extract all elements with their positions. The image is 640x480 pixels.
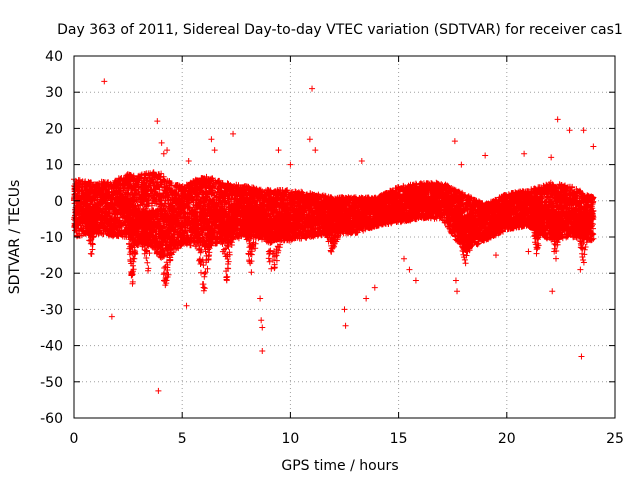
- axis-ticks: [73, 55, 616, 419]
- outlier-point: [458, 161, 465, 168]
- y-tick-label: -20: [40, 266, 63, 282]
- outlier-point: [158, 139, 165, 146]
- x-tick-label: 25: [606, 431, 624, 447]
- outlier-point: [208, 136, 215, 143]
- y-tick-label: 40: [45, 49, 63, 65]
- outlier-point: [363, 295, 370, 302]
- outlier-point: [309, 85, 316, 92]
- outlier-point: [312, 147, 319, 154]
- outlier-point: [108, 313, 115, 320]
- outlier-point: [525, 248, 532, 255]
- y-tick-label: -40: [40, 339, 63, 355]
- outlier-point: [160, 150, 167, 157]
- outlier-point: [258, 317, 265, 324]
- y-tick-label: -10: [40, 230, 63, 246]
- outlier-point: [412, 277, 419, 284]
- outlier-point: [406, 266, 413, 273]
- y-tick-label: -50: [40, 375, 63, 391]
- outlier-point: [259, 324, 266, 331]
- data-series: [71, 78, 597, 394]
- y-tick-label: -30: [40, 302, 63, 318]
- y-tick-label: 10: [45, 158, 63, 174]
- outlier-point: [521, 150, 528, 157]
- outlier-point: [275, 147, 282, 154]
- x-tick-labels: 0 5 10 15 20 25: [70, 431, 624, 447]
- outlier-point: [482, 152, 489, 159]
- outlier-point: [451, 138, 458, 145]
- outlier-point: [185, 157, 192, 164]
- outlier-point: [101, 78, 108, 85]
- x-tick-label: 15: [390, 431, 408, 447]
- outlier-point: [577, 266, 584, 273]
- x-tick-label: 20: [498, 431, 516, 447]
- outlier-point: [342, 322, 349, 329]
- outlier-point: [578, 353, 585, 360]
- outlier-point: [401, 255, 408, 262]
- y-tick-label: 0: [54, 194, 63, 210]
- outlier-point: [306, 136, 313, 143]
- outlier-point: [371, 284, 378, 291]
- outlier-point: [566, 127, 573, 134]
- outlier-point: [259, 348, 266, 355]
- outlier-point: [492, 252, 499, 259]
- outlier-point: [257, 295, 264, 302]
- y-tick-label: -60: [40, 411, 63, 427]
- outlier-point: [211, 147, 218, 154]
- x-tick-label: 5: [178, 431, 187, 447]
- x-axis-label: GPS time / hours: [281, 458, 398, 474]
- outlier-point: [287, 161, 294, 168]
- y-tick-labels: 40 30 20 10 0 -10 -20 -30 -40 -50 -60: [40, 49, 63, 427]
- outlier-point: [183, 302, 190, 309]
- y-tick-label: 20: [45, 121, 63, 137]
- outlier-point: [554, 116, 561, 123]
- y-axis-label: SDTVAR / TECUs: [7, 180, 23, 295]
- x-tick-label: 10: [281, 431, 299, 447]
- outlier-point: [341, 306, 348, 313]
- outlier-point: [155, 387, 162, 394]
- outlier-point: [580, 127, 587, 134]
- outlier-point: [164, 147, 171, 154]
- outlier-point: [230, 130, 237, 137]
- y-tick-label: 30: [45, 85, 63, 101]
- outlier-point: [358, 157, 365, 164]
- outlier-point: [154, 118, 161, 125]
- outlier-point: [548, 154, 555, 161]
- chart-title: Day 363 of 2011, Sidereal Day-to-day VTE…: [57, 22, 623, 38]
- outlier-point: [549, 288, 556, 295]
- x-tick-label: 0: [70, 431, 79, 447]
- outlier-point: [590, 143, 597, 150]
- outlier-point: [452, 277, 459, 284]
- outlier-point: [454, 288, 461, 295]
